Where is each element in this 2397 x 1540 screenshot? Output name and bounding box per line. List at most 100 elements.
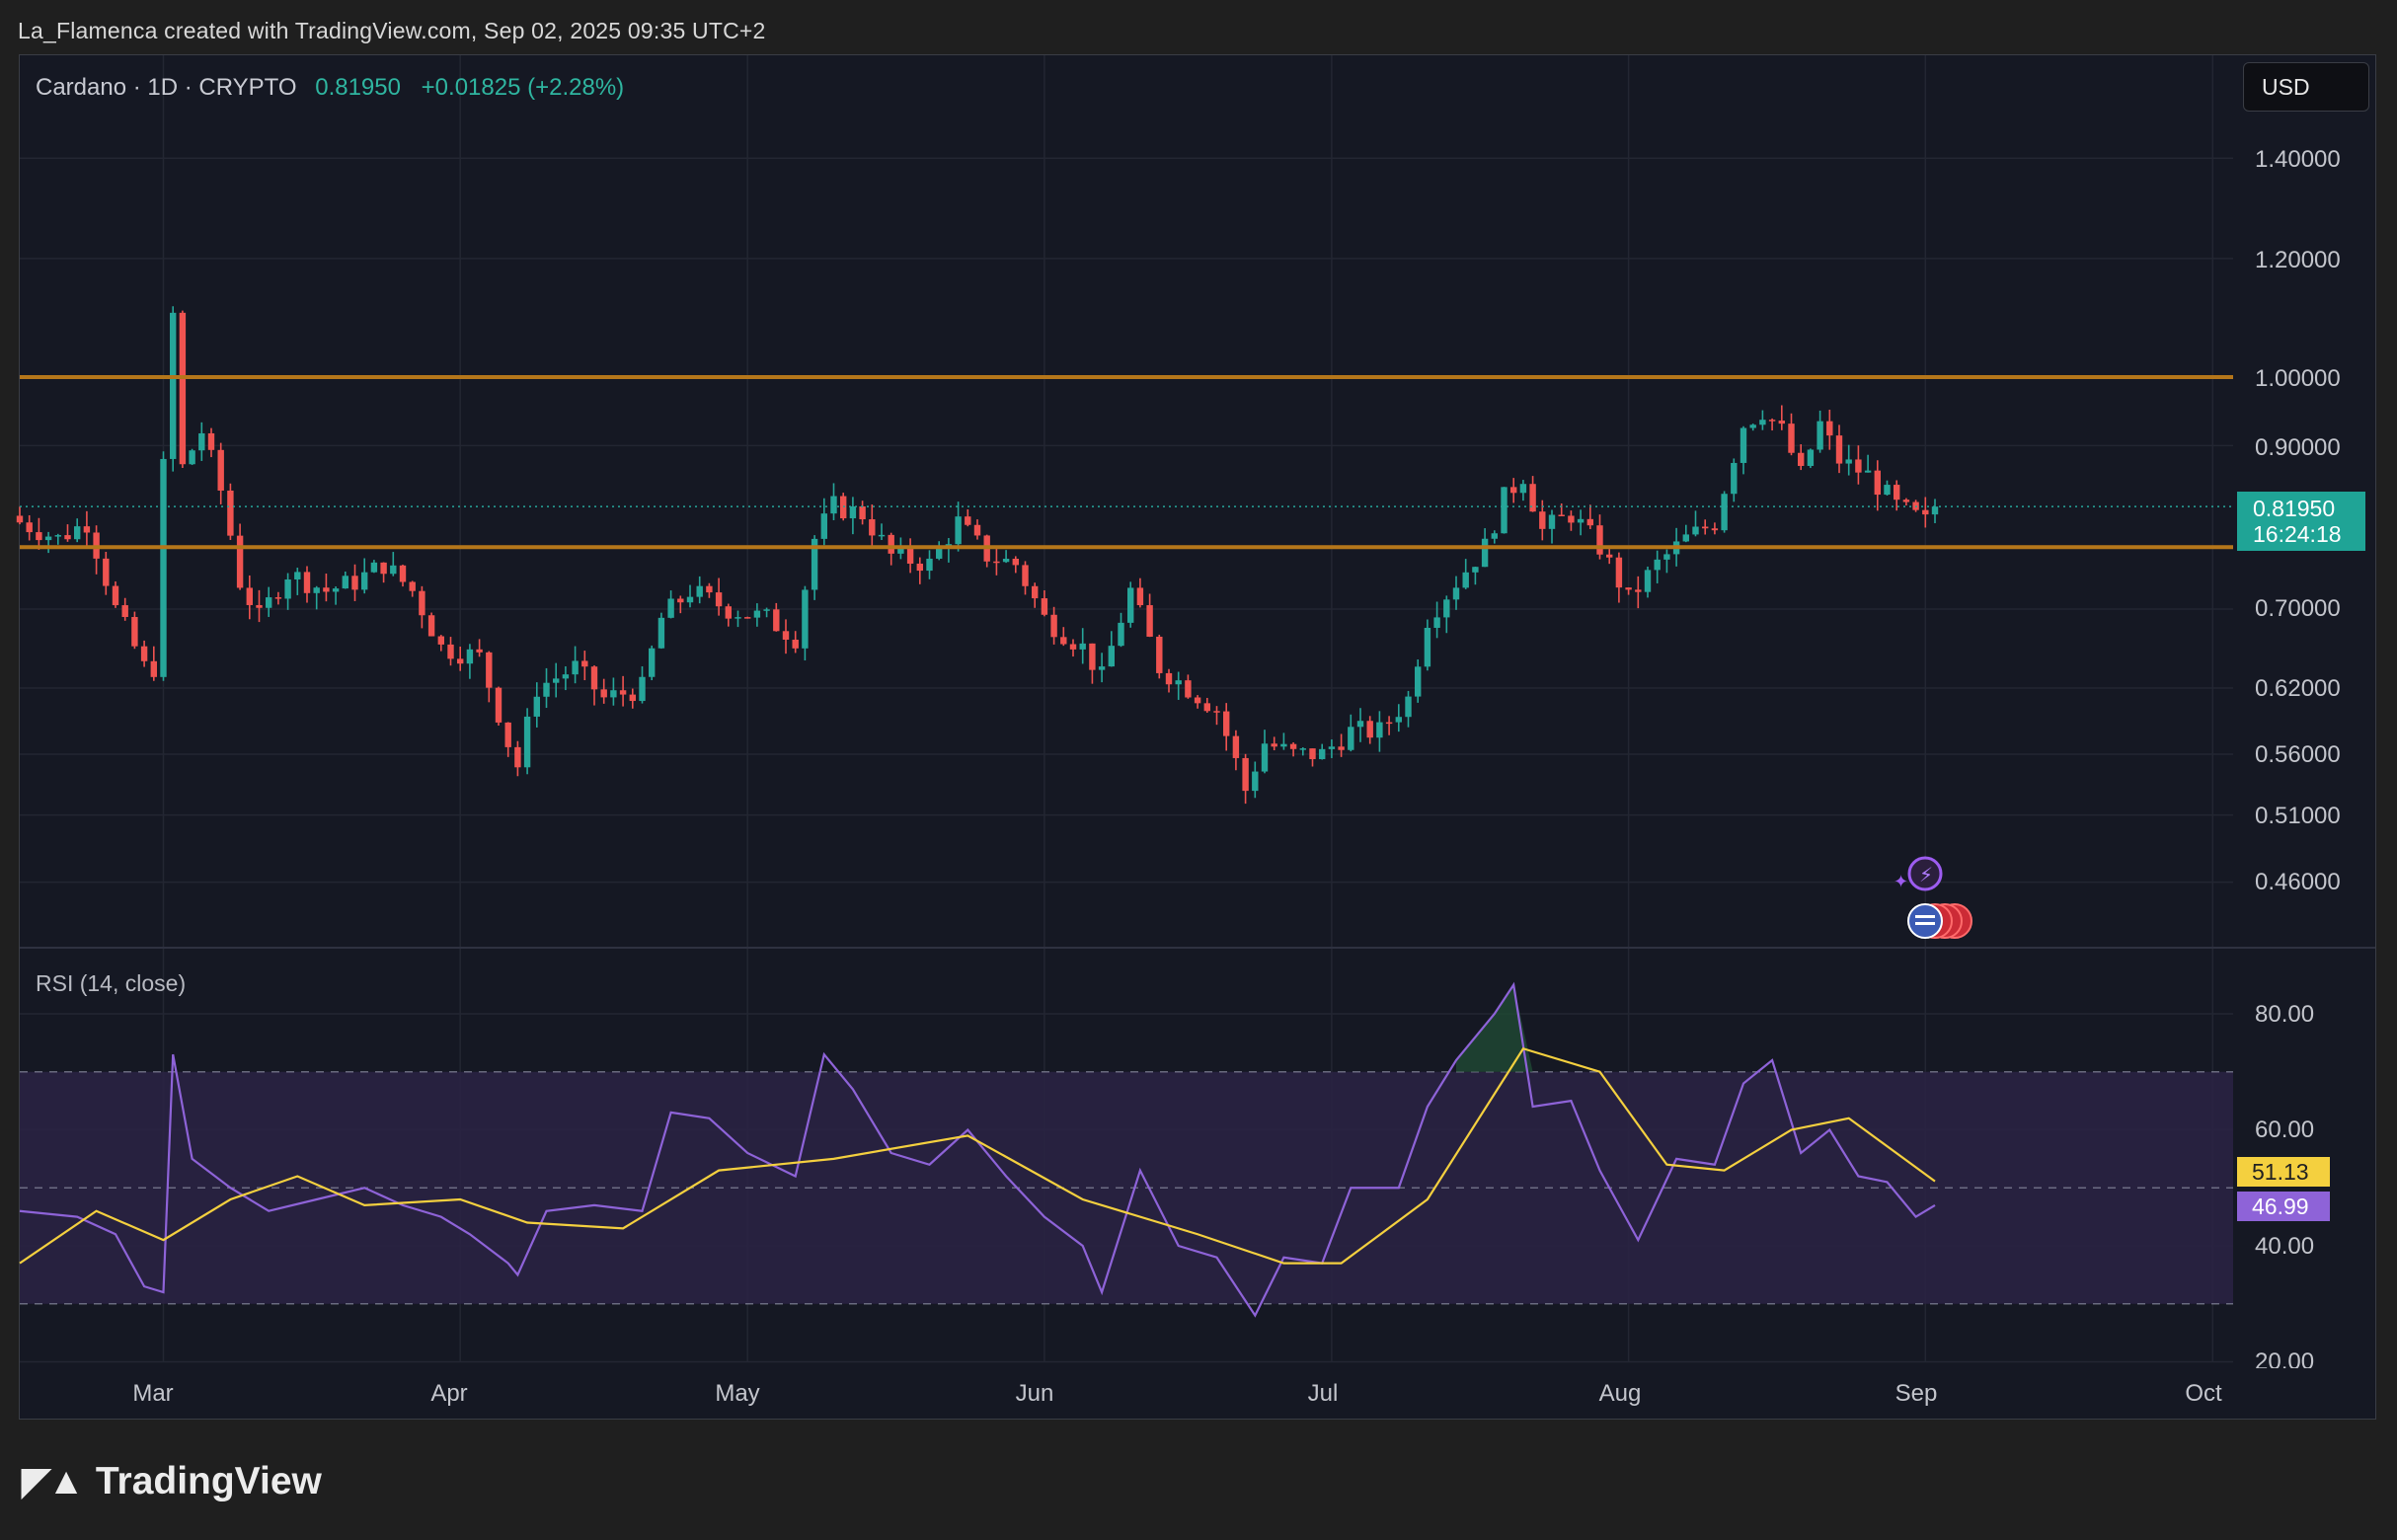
candle-up: [313, 587, 320, 593]
candle-down: [869, 519, 876, 536]
event-markers[interactable]: ⚡ ✦: [1894, 856, 1972, 939]
candle-up: [1118, 622, 1124, 647]
time-tick-label: May: [715, 1380, 760, 1407]
candle-up: [1682, 534, 1689, 542]
candle-up: [284, 578, 291, 599]
candle-down: [1778, 421, 1785, 424]
candle-up: [1931, 506, 1939, 515]
rsi-band: [20, 1071, 2233, 1305]
time-tick-label: Sep: [1894, 1380, 1938, 1407]
candle-down: [409, 581, 416, 591]
candle-down: [112, 585, 119, 606]
candle-down: [715, 592, 723, 607]
candle-up: [1376, 722, 1383, 738]
candle-down: [782, 631, 790, 640]
candle-up: [1481, 538, 1489, 568]
rsi-value-badge: 46.99: [2237, 1192, 2330, 1221]
rsi-title[interactable]: RSI (14, close): [36, 970, 187, 996]
candle-down: [906, 547, 914, 564]
candle-up: [1740, 427, 1747, 463]
symbol-name[interactable]: Cardano · 1D · CRYPTO: [36, 74, 297, 101]
candle-up: [1319, 748, 1326, 760]
candle-down: [1032, 585, 1039, 599]
candle-down: [303, 572, 311, 593]
tradingview-logo[interactable]: ◤▲ TradingView: [22, 1459, 322, 1503]
candle-down: [1922, 509, 1929, 515]
candle-down: [1894, 485, 1900, 500]
badge-countdown: 16:24:18: [2253, 521, 2342, 547]
price-tick-label: 0.46000: [2255, 869, 2341, 895]
candle-down: [274, 597, 282, 599]
candle-up: [1864, 470, 1872, 473]
candle-up: [1175, 680, 1182, 685]
candle-down: [1539, 511, 1546, 529]
rsi-ma-line: [19, 1046, 1936, 1265]
candle-down: [1022, 565, 1029, 586]
symbol-header[interactable]: Cardano · 1D · CRYPTO 0.81950 +0.01825 (…: [36, 74, 624, 102]
candle-up: [1098, 666, 1106, 670]
candle-down: [1788, 424, 1795, 453]
candle-down: [256, 604, 263, 608]
candle-down: [1338, 746, 1345, 750]
candle-up: [1692, 526, 1699, 535]
candle-down: [1635, 589, 1642, 592]
candle-up: [543, 682, 550, 697]
candle-up: [1443, 599, 1450, 618]
rsi-line: [19, 981, 1936, 1318]
candle-up: [1328, 746, 1336, 749]
price-tick-label: 0.62000: [2255, 675, 2341, 702]
candle-up: [763, 609, 770, 611]
candle-down: [1826, 421, 1833, 436]
candle-up: [696, 585, 703, 597]
candle-up: [1759, 420, 1766, 425]
price-tick-label: 0.51000: [2255, 803, 2341, 829]
candle-up: [1721, 494, 1728, 531]
candle-up: [1395, 717, 1402, 723]
price-tick-label: 0.90000: [2255, 434, 2341, 461]
rsi-lines: [19, 981, 1936, 1318]
candle-down: [677, 598, 684, 603]
brand-name: TradingView: [95, 1459, 322, 1502]
candle-up: [332, 588, 340, 592]
candle-down: [1309, 748, 1316, 760]
candle-down: [1835, 435, 1843, 464]
candle-up: [639, 676, 646, 702]
candle-down: [495, 687, 503, 723]
candle-down: [706, 585, 713, 593]
candle-up: [1108, 646, 1115, 667]
currency-selector[interactable]: USD: [2243, 62, 2369, 112]
candle-up: [1663, 554, 1670, 560]
attribution-text: La_Flamenca created with TradingView.com…: [18, 18, 766, 43]
candle-up: [811, 538, 818, 590]
candle-down: [351, 576, 358, 590]
chart-canvas[interactable]: ⚡ ✦: [0, 0, 2397, 1422]
candle-down: [323, 587, 330, 592]
candle-down: [1586, 518, 1593, 526]
us-flag-stripe: [1915, 915, 1935, 918]
candle-down: [437, 636, 444, 645]
candle-up: [657, 617, 665, 649]
candle-down: [207, 432, 215, 450]
sparkle-icon: ✦: [1894, 872, 1908, 892]
candle-down: [1012, 558, 1019, 566]
candle-up: [170, 312, 177, 459]
candle-up: [370, 562, 378, 573]
candle-up: [562, 674, 570, 679]
candle-down: [581, 660, 588, 667]
rsi-ma-value-badge: 51.13: [2237, 1157, 2330, 1187]
candle-up: [1817, 421, 1823, 450]
candle-up: [667, 598, 674, 618]
time-tick-label: Jun: [1015, 1380, 1054, 1407]
candle-down: [619, 690, 627, 695]
candle-up: [1261, 743, 1269, 772]
rsi-overbought-fill: [1456, 984, 1533, 1072]
candle-down: [514, 746, 521, 768]
candle-down: [131, 616, 138, 647]
price-tick-label: 0.70000: [2255, 595, 2341, 622]
candle-down: [1625, 587, 1632, 590]
candle-down: [380, 562, 387, 575]
candle-down: [1702, 526, 1709, 529]
lightning-glyph: ⚡: [1919, 863, 1933, 886]
candle-up: [1433, 617, 1440, 628]
candle-up: [878, 534, 886, 537]
